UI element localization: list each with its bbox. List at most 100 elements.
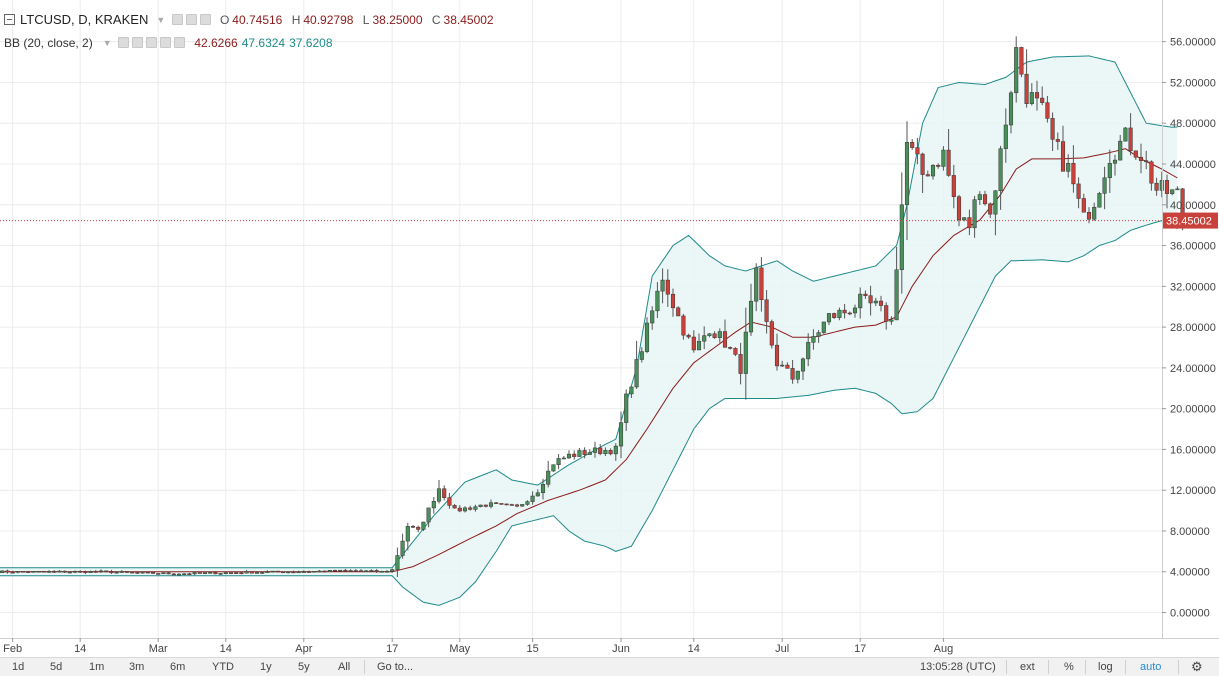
auto-toggle[interactable]: auto bbox=[1140, 661, 1162, 673]
price-chart[interactable]: 0.00000 4.00000 8.00000 12.00000 16.00000 20.… bbox=[0, 0, 1219, 657]
range-3m[interactable]: 3m bbox=[129, 661, 145, 673]
y-tick-label: 32.00000 bbox=[1170, 281, 1216, 293]
clock-time[interactable]: 13:05:28 (UTC) bbox=[920, 661, 996, 673]
candle-down bbox=[1071, 163, 1076, 185]
candle-up bbox=[852, 307, 858, 314]
candle-up bbox=[899, 204, 904, 271]
candle bbox=[494, 502, 499, 504]
candle-up bbox=[707, 333, 712, 336]
candle-down bbox=[374, 570, 379, 572]
eye-icon[interactable] bbox=[117, 37, 129, 49]
y-tick-label: 48.00000 bbox=[1170, 118, 1216, 130]
candle-up bbox=[795, 370, 800, 380]
candle-down bbox=[483, 504, 488, 507]
candle-down bbox=[145, 571, 150, 574]
candle-up bbox=[618, 422, 624, 447]
candle-up bbox=[556, 458, 561, 465]
eye-icon[interactable] bbox=[171, 14, 183, 26]
candle-down bbox=[842, 309, 847, 314]
candle bbox=[988, 202, 993, 219]
range-1m[interactable]: 1m bbox=[89, 661, 105, 673]
range-1y[interactable]: 1y bbox=[260, 661, 272, 673]
candle-down bbox=[442, 488, 447, 498]
candle bbox=[951, 164, 956, 209]
candle-up bbox=[67, 571, 72, 574]
candle-up bbox=[592, 447, 598, 453]
candle bbox=[504, 503, 509, 506]
candle bbox=[852, 304, 858, 318]
open-label: O bbox=[219, 12, 230, 27]
candle-down bbox=[868, 295, 873, 304]
candle-up bbox=[436, 488, 442, 502]
range-5y[interactable]: 5y bbox=[298, 661, 310, 673]
range-5d[interactable]: 5d bbox=[50, 661, 63, 673]
candle-up bbox=[473, 506, 478, 510]
divider bbox=[1085, 660, 1086, 674]
candle-up bbox=[941, 149, 946, 167]
x-tick-label: Mar bbox=[149, 643, 168, 655]
candle-up bbox=[577, 450, 582, 457]
candle bbox=[156, 573, 161, 575]
candle-up bbox=[629, 386, 634, 395]
candle bbox=[832, 312, 837, 319]
candle bbox=[1003, 108, 1008, 163]
candle bbox=[764, 290, 769, 334]
candle-up bbox=[327, 569, 332, 572]
candle-down bbox=[1019, 47, 1024, 75]
candle-up bbox=[98, 570, 104, 573]
candle bbox=[868, 285, 873, 316]
range-all[interactable]: All bbox=[338, 661, 351, 673]
range-1d[interactable]: 1d bbox=[12, 661, 25, 673]
range-ytd[interactable]: YTD bbox=[212, 661, 234, 673]
candle-down bbox=[1086, 212, 1092, 220]
candle bbox=[982, 190, 988, 206]
candle bbox=[483, 504, 488, 508]
candle-up bbox=[535, 492, 540, 497]
close-icon[interactable] bbox=[173, 37, 185, 49]
candle-down bbox=[124, 571, 130, 573]
candle bbox=[192, 571, 197, 576]
candle-up bbox=[743, 331, 748, 374]
candle-down bbox=[468, 507, 473, 510]
candle-down bbox=[494, 502, 499, 504]
candle bbox=[426, 507, 431, 528]
symbol-label[interactable]: LTCUSD, D, KRAKEN bbox=[20, 12, 149, 28]
collapse-icon[interactable] bbox=[4, 14, 15, 26]
candle-down bbox=[665, 279, 670, 295]
candle-down bbox=[509, 504, 514, 506]
more-icon[interactable] bbox=[159, 37, 171, 49]
ext-toggle[interactable]: ext bbox=[1020, 661, 1035, 673]
candle-down bbox=[884, 305, 889, 322]
source-icon[interactable] bbox=[145, 37, 157, 49]
goto-button[interactable]: Go to... bbox=[377, 661, 414, 673]
settings-icon[interactable] bbox=[131, 37, 143, 49]
candle bbox=[124, 571, 130, 574]
percent-toggle[interactable]: % bbox=[1064, 661, 1074, 673]
candle-down bbox=[228, 572, 234, 574]
candle bbox=[1102, 166, 1107, 210]
close-icon[interactable] bbox=[199, 14, 211, 26]
candle-down bbox=[280, 571, 286, 574]
settings-icon[interactable] bbox=[185, 14, 197, 26]
candle bbox=[540, 478, 546, 500]
close-value: 38.45002 bbox=[443, 12, 494, 27]
candle-down bbox=[1138, 156, 1144, 161]
candle-up bbox=[462, 507, 468, 512]
range-6m[interactable]: 6m bbox=[170, 661, 186, 673]
candle bbox=[696, 333, 702, 351]
candle bbox=[660, 268, 665, 304]
candle bbox=[374, 569, 379, 573]
candle bbox=[650, 306, 655, 330]
log-toggle[interactable]: log bbox=[1098, 661, 1113, 673]
candle bbox=[213, 571, 218, 575]
candle bbox=[1076, 177, 1081, 209]
candle bbox=[395, 547, 400, 577]
candle-down bbox=[249, 571, 254, 574]
candle-down bbox=[52, 571, 57, 573]
chevron-down-icon[interactable]: ▼ bbox=[156, 14, 166, 25]
gear-icon[interactable]: ⚙ bbox=[1191, 659, 1203, 674]
indicator-name[interactable]: BB (20, close, 2) bbox=[4, 35, 93, 50]
candle-up bbox=[780, 364, 785, 367]
candle-up bbox=[286, 571, 291, 574]
chevron-down-icon[interactable]: ▼ bbox=[102, 37, 112, 48]
